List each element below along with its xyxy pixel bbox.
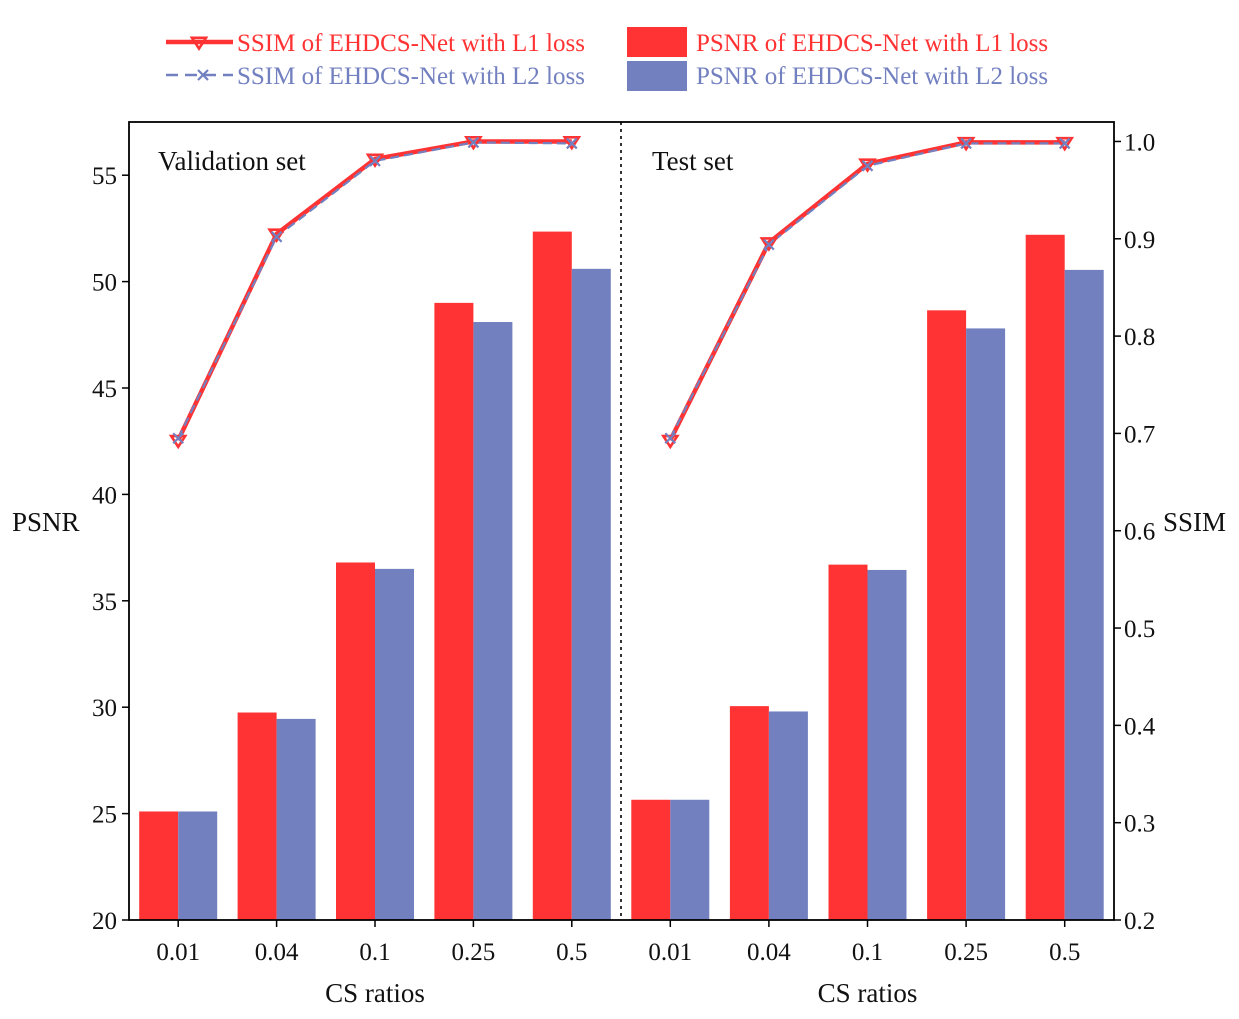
bar-psnr-l2-1-2 (867, 569, 907, 920)
bar-psnr-l2-1-1 (768, 711, 808, 920)
bar-psnr-l1-0-4 (532, 231, 572, 921)
bar-psnr-l1-1-0 (631, 799, 671, 920)
legend-ssim-l2-label: SSIM of EHDCS-Net with L2 loss (237, 63, 585, 90)
legend-ssim-l2-marker (197, 69, 209, 81)
ssim-l2-point-0-1 (270, 231, 283, 243)
legend-psnr-l1-label: PSNR of EHDCS-Net with L1 loss (696, 30, 1048, 57)
bar-psnr-l1-1-1 (729, 706, 769, 920)
y-left-tick-label-0: 20 (92, 908, 117, 935)
y-left-tick-label-4: 40 (92, 482, 117, 509)
bar-series (139, 231, 1104, 921)
x-tick-label-0-1: 0.04 (255, 939, 299, 966)
ssim-l1-point-1-3 (956, 136, 976, 152)
y-left-tick-label-5: 45 (92, 376, 117, 403)
y-left-tick-label-2: 30 (92, 695, 117, 722)
legend-ssim-l1-label: SSIM of EHDCS-Net with L1 loss (237, 30, 585, 57)
x-tick-label-1-3: 0.25 (944, 939, 988, 966)
ssim-l2-line-1 (669, 142, 1065, 439)
x-tick-label-1-1: 0.04 (747, 939, 791, 966)
ssim-l2-point-1-3 (960, 137, 972, 150)
bar-psnr-l2-1-0 (670, 799, 710, 920)
y-left-tick-label-3: 35 (92, 589, 117, 616)
ssim-l1-point-0-4 (562, 135, 582, 151)
y-right-tick-label-5: 0.7 (1124, 421, 1155, 448)
x-tick-label-0-4: 0.5 (556, 939, 587, 966)
ssim-l1-line-1 (668, 140, 1065, 442)
ssim-l2-point-1-0 (664, 432, 677, 445)
ssim-l2-point-1-1 (763, 238, 775, 251)
legend-psnr-l1-swatch (627, 27, 687, 57)
ssim-l1-point-0-1 (267, 228, 286, 243)
bar-psnr-l1-1-4 (1025, 234, 1065, 920)
bar-psnr-l2-0-0 (178, 811, 218, 920)
ssim-l2-point-0-4 (566, 137, 578, 150)
bar-psnr-l2-0-2 (375, 568, 414, 920)
legend-ssim-l1-marker (189, 36, 209, 52)
x-tick-label-1-0: 0.01 (648, 939, 692, 966)
y-right-tick-label-2: 0.4 (1124, 713, 1156, 740)
legend-psnr-l2-swatch (627, 61, 687, 91)
y-right-axis-title: SSIM (1163, 507, 1226, 537)
axes (122, 121, 1121, 927)
bar-psnr-l2-0-1 (276, 718, 316, 920)
bar-psnr-l2-1-4 (1064, 269, 1104, 920)
x-tick-label-1-2: 0.1 (852, 939, 883, 966)
y-right-tick-label-1: 0.3 (1124, 811, 1155, 838)
y-left-tick-label-1: 25 (92, 802, 117, 829)
y-right-tick-label-7: 0.9 (1124, 227, 1155, 254)
ssim-l1-line-0 (176, 139, 572, 442)
y-right-tick-label-8: 1.0 (1124, 129, 1155, 156)
y-right-tick-label-6: 0.8 (1124, 324, 1155, 351)
ssim-l2-point-0-0 (172, 432, 184, 445)
panel-label-0: Validation set (158, 146, 306, 176)
ssim-l1-point-0-3 (464, 135, 483, 151)
ssim-l1-point-1-1 (759, 237, 779, 252)
ssim-l2-point-1-4 (1058, 137, 1071, 150)
bar-psnr-l1-0-0 (139, 811, 179, 920)
x-tick-label-0-3: 0.25 (452, 939, 496, 966)
x-tick-label-0-2: 0.1 (359, 939, 390, 966)
ssim-l1-point-1-4 (1055, 136, 1075, 152)
bar-psnr-l1-1-3 (927, 310, 967, 920)
y-left-tick-label-6: 50 (92, 270, 117, 297)
ssim-lines (168, 135, 1075, 450)
x-tick-label-1-4: 0.5 (1049, 939, 1080, 966)
axis-labels: 0.01 0.04 0.1 0.25 0.5 Validation set CS ratio… (12, 129, 1226, 1008)
y-left-axis-title: PSNR (12, 507, 80, 537)
bar-psnr-l2-1-3 (966, 328, 1006, 920)
bar-psnr-l2-0-4 (571, 268, 611, 920)
ssim-l1-point-1-2 (858, 158, 877, 173)
x-tick-label-0-0: 0.01 (156, 939, 200, 966)
ssim-l2-line-0 (177, 141, 572, 439)
ssim-l1-point-0-2 (365, 153, 385, 169)
ssim-l2-point-0-3 (467, 136, 480, 149)
bar-psnr-l1-1-2 (828, 564, 868, 920)
panel-label-1: Test set (652, 146, 734, 176)
legend-psnr-l2-label: PSNR of EHDCS-Net with L2 loss (696, 63, 1048, 90)
y-right-tick-label-0: 0.2 (1124, 908, 1155, 935)
bar-psnr-l1-0-1 (237, 712, 277, 920)
x-axis-title-1: CS ratios (818, 978, 918, 1008)
bar-psnr-l1-0-3 (434, 302, 474, 920)
y-right-tick-label-3: 0.5 (1124, 616, 1155, 643)
y-left-tick-label-7: 55 (92, 163, 117, 190)
legend: SSIM of EHDCS-Net with L1 loss SSIM of EH… (166, 27, 1048, 91)
y-right-tick-label-4: 0.6 (1124, 519, 1155, 546)
ssim-l2-point-0-2 (369, 155, 381, 167)
ssim-l2-point-1-2 (861, 160, 874, 172)
bar-psnr-l1-0-2 (336, 562, 375, 920)
x-axis-title-0: CS ratios (325, 978, 425, 1008)
bar-psnr-l2-0-3 (473, 322, 513, 921)
